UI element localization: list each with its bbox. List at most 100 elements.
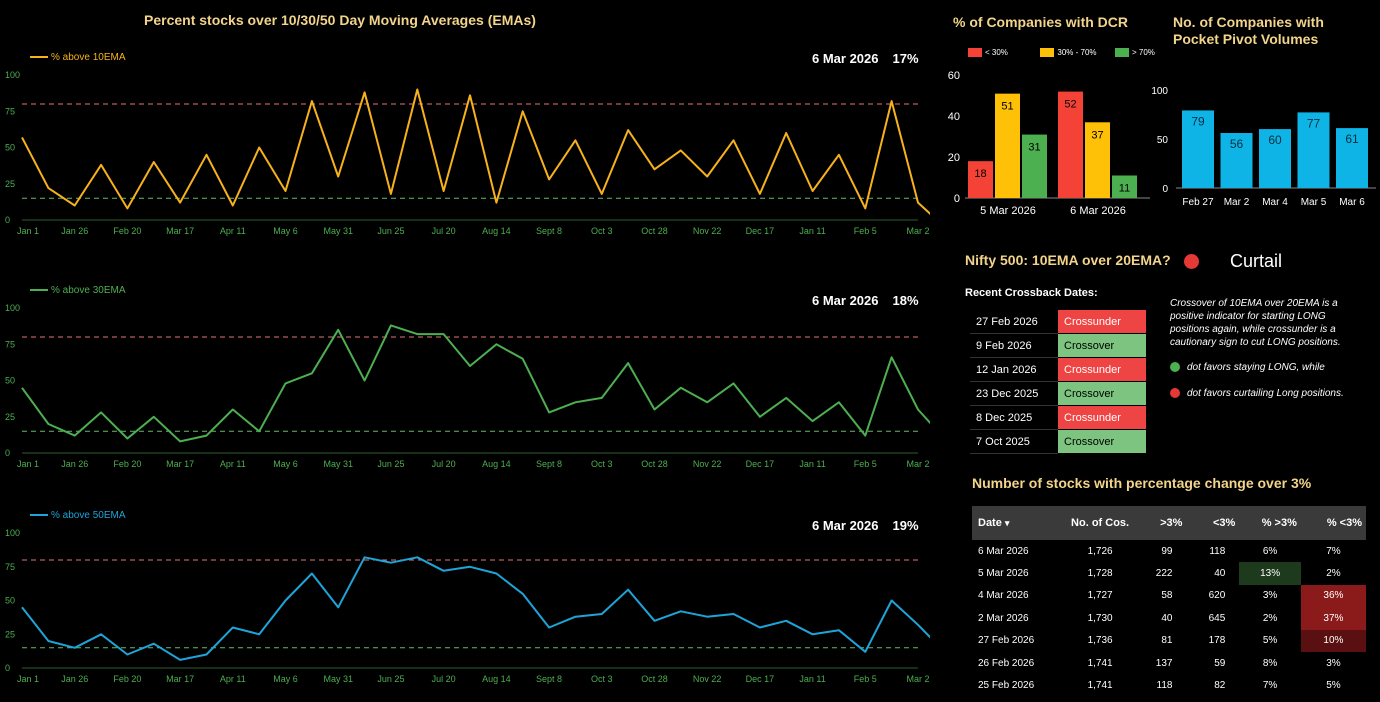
bar-value-label: 51 [1001, 101, 1013, 113]
crossback-type: Crossover [1058, 381, 1146, 406]
crossback-type: Crossunder [1058, 405, 1146, 430]
pct-table-title: Number of stocks with percentage change … [972, 475, 1312, 491]
crossback-type: Crossover [1058, 429, 1146, 454]
ppv-chart: 0 50 100 79 Feb 27 56 Mar 2 60 Mar 4 77 Mar 5 61 Mar… [1151, 86, 1376, 208]
crossback-row: 8 Dec 2025 Crossunder [970, 405, 1146, 430]
bar [1058, 91, 1083, 198]
x-tick-label: Jun 25 [377, 674, 404, 684]
x-tick-label: Oct 3 [591, 226, 613, 236]
ema50-value: 19% [892, 518, 919, 533]
x-tick-label: Jul 20 [432, 459, 456, 469]
x-tick-label: Aug 14 [482, 459, 511, 469]
table-cell: 2 Mar 2026 [978, 612, 1029, 624]
x-tick-label: Sept 8 [536, 226, 562, 236]
ema30-legend: % above 30EMA [30, 285, 126, 296]
nifty-question: Nifty 500: 10EMA over 20EMA? [965, 252, 1171, 268]
x-tick-label: Dec 17 [746, 674, 775, 684]
x-tick-label: Sept 8 [536, 674, 562, 684]
dcr-chart: 0 20 40 60 18 51 31 5 Mar 2026 52 37 11 6 Mar 2026 [948, 70, 1150, 217]
crossback-row: 9 Feb 2026 Crossover [970, 333, 1146, 358]
col-pctlt3-header[interactable]: % <3% [1300, 506, 1366, 540]
table-row: 27 Feb 2026 1,736 81 178 5% 10% [972, 629, 1366, 652]
series-line [21, 88, 930, 215]
col-pctgt3-header[interactable]: % >3% [1239, 506, 1301, 540]
legend-swatch-yellow [1040, 48, 1055, 58]
bar [968, 161, 993, 198]
x-tick-label: Aug 14 [482, 674, 511, 684]
table-cell: 118 [1209, 545, 1226, 557]
table-cell: 27 Feb 2026 [978, 635, 1035, 647]
table-row: 25 Feb 2026 1,741 118 82 7% 5% [972, 674, 1366, 696]
y-tick-label: 40 [948, 111, 960, 123]
bar [1220, 133, 1253, 188]
y-tick-label: 25 [5, 412, 15, 422]
legend-swatch-red [968, 48, 982, 58]
x-tick-label: May 31 [323, 459, 353, 469]
col-lt3-header[interactable]: <3% [1186, 506, 1240, 540]
crossback-date: 12 Jan 2026 [970, 357, 1058, 382]
crossback-date: 27 Feb 2026 [970, 310, 1058, 334]
x-tick-label: 5 Mar 2026 [980, 205, 1036, 217]
status-dot-icon [1184, 254, 1199, 269]
legend-line-icon [30, 514, 48, 517]
x-tick-label: May 31 [323, 674, 353, 684]
x-tick-label: Aug 14 [482, 226, 511, 236]
x-tick-label: Jul 20 [432, 674, 456, 684]
y-tick-label: 25 [5, 629, 15, 639]
x-tick-label: Dec 17 [746, 459, 775, 469]
table-cell: 26 Feb 2026 [978, 657, 1035, 669]
x-tick-label: Feb 5 [854, 674, 877, 684]
bar-value-label: 11 [1119, 182, 1130, 194]
x-tick-label: Mar 17 [166, 226, 194, 236]
bar-value-label: 79 [1191, 114, 1205, 128]
ema30-readout: 6 Mar 2026 18% [812, 293, 919, 308]
crossback-row: 27 Feb 2026 Crossunder [970, 310, 1146, 334]
y-tick-label: 50 [5, 143, 15, 153]
crossback-type: Crossunder [1058, 310, 1146, 334]
series-line [21, 556, 930, 661]
y-tick-label: 20 [948, 152, 960, 164]
bar [1259, 129, 1291, 188]
x-tick-label: Jan 26 [61, 459, 88, 469]
x-tick-label: Feb 20 [113, 674, 141, 684]
x-tick-label: Feb 5 [854, 226, 877, 236]
x-tick-label: May 31 [323, 226, 353, 236]
table-cell: 58 [1161, 590, 1173, 602]
crossback-date: 9 Feb 2026 [970, 333, 1058, 358]
table-row: 26 Feb 2026 1,741 137 59 8% 3% [972, 652, 1366, 674]
x-tick-label: Jan 26 [61, 674, 88, 684]
x-tick-label: Mar 17 [166, 674, 194, 684]
x-tick-label: Jan 1 [17, 674, 39, 684]
table-cell: 6% [1262, 545, 1278, 557]
crossback-type: Crossover [1058, 333, 1146, 358]
table-cell: 2% [1262, 612, 1278, 624]
x-tick-label: Mar 4 [1262, 197, 1288, 208]
crossback-date: 7 Oct 2025 [970, 429, 1058, 454]
sort-desc-icon[interactable]: ▾ [1004, 518, 1010, 528]
x-tick-label: Dec 17 [746, 226, 775, 236]
red-dot-icon [1170, 388, 1180, 399]
col-gt3-header[interactable]: >3% [1133, 506, 1187, 540]
ema10-chart: 0 25 50 75 100 Jan 1 Jan 26 Feb 20 Mar 17 Apr 11 M… [5, 70, 930, 236]
col-date-header[interactable]: Date ▾ [972, 506, 1067, 540]
x-tick-label: Apr 11 [220, 674, 246, 684]
y-tick-label: 25 [5, 179, 15, 189]
nifty-status: Curtail [1230, 251, 1283, 271]
x-tick-label: Mar 2 [906, 459, 929, 469]
table-cell: 1,736 [1087, 635, 1113, 647]
col-cos-header[interactable]: No. of Cos. [1066, 506, 1134, 540]
x-tick-label: Sept 8 [536, 459, 562, 469]
y-tick-label: 75 [5, 562, 15, 572]
ema10-readout: 6 Mar 2026 17% [812, 51, 919, 66]
table-cell: 645 [1208, 612, 1226, 624]
y-tick-label: 0 [1162, 184, 1168, 195]
y-tick-label: 75 [5, 339, 15, 349]
legend-swatch-green [1114, 48, 1129, 58]
bar [1297, 112, 1330, 188]
table-cell: 99 [1161, 545, 1173, 557]
table-cell: 178 [1208, 635, 1226, 647]
ema10-legend: % above 10EMA [30, 52, 126, 63]
table-cell: 36% [1300, 584, 1366, 608]
x-tick-label: Mar 2 [906, 226, 929, 236]
x-tick-label: Jun 25 [377, 459, 404, 469]
